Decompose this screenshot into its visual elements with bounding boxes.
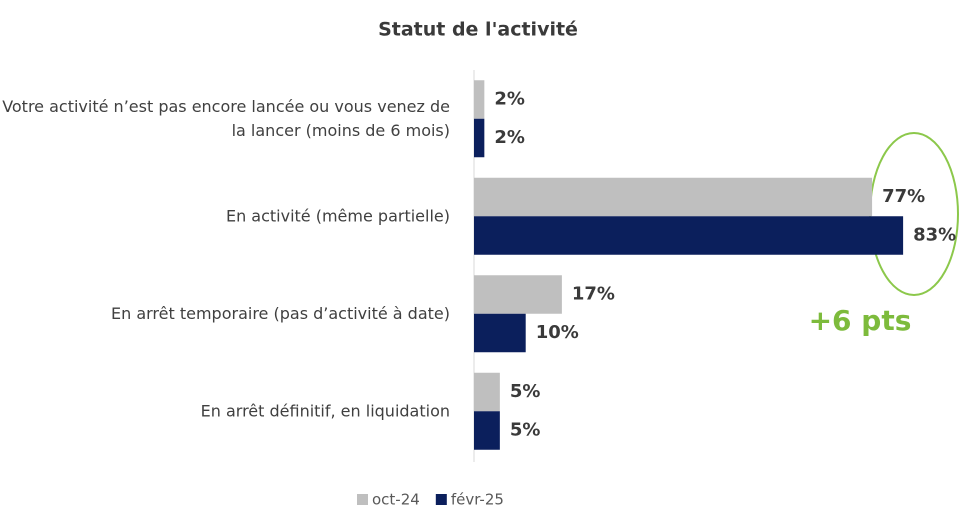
legend-label: févr-25 (451, 491, 504, 509)
value-label: 10% (536, 322, 579, 343)
bar (474, 80, 485, 119)
category-label: Votre activité n’est pas encore lancée o… (2, 96, 450, 139)
category-label: En arrêt temporaire (pas d’activité à da… (111, 303, 450, 322)
bar (474, 216, 904, 255)
value-label: 5% (510, 420, 541, 441)
bar (474, 177, 873, 217)
value-label: 17% (572, 284, 615, 305)
value-label: 77% (882, 186, 925, 207)
bar (474, 118, 485, 158)
chart-title: Statut de l'activité (378, 19, 578, 41)
value-label: 2% (494, 89, 525, 110)
bar (474, 275, 562, 314)
legend-swatch (357, 494, 368, 505)
bar (474, 411, 500, 450)
bar (474, 313, 526, 353)
category-label: En activité (même partielle) (226, 206, 450, 225)
category-label: En arrêt définitif, en liquidation (201, 401, 450, 420)
annotation: +6 pts (809, 304, 912, 337)
legend-swatch (435, 494, 447, 505)
value-label: 2% (494, 127, 525, 148)
value-label: 5% (510, 381, 541, 402)
value-label: 83% (913, 225, 956, 246)
bar (474, 372, 500, 412)
highlight-ellipse (869, 132, 959, 296)
legend-label: oct-24 (372, 491, 420, 509)
